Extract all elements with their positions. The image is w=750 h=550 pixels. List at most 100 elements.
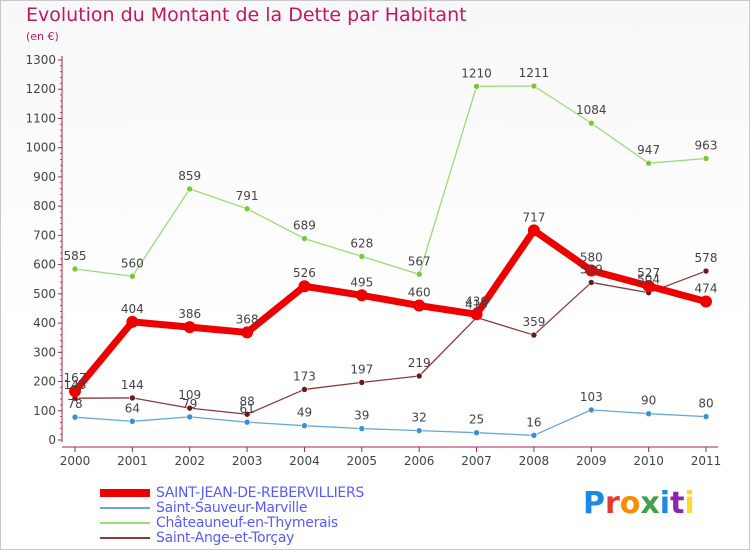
data-label: 474 [695, 281, 718, 295]
series-point [358, 379, 366, 386]
legend-item: SAINT-JEAN-DE-REBERVILLIERS [100, 485, 364, 501]
series-point [702, 155, 710, 162]
data-label: 585 [64, 249, 87, 263]
data-label: 539 [580, 262, 603, 276]
data-label: 64 [125, 401, 140, 415]
data-label: 78 [67, 397, 82, 411]
chart-data-labels: 78 64 79 61 49 39 32 25 16 103 90 80 585 560 859 791 689… [64, 66, 718, 429]
data-label: 560 [121, 256, 144, 270]
data-label: 79 [182, 397, 197, 411]
logo-letter: r [605, 486, 620, 521]
data-label: 1084 [576, 103, 607, 117]
series-point [183, 321, 196, 334]
series-point [301, 422, 308, 429]
data-label: 1210 [461, 66, 492, 80]
proxiti-logo: Proxiti [583, 486, 695, 521]
y-tick-label: 1000 [25, 141, 56, 155]
x-tick-label: 2010 [633, 454, 664, 468]
data-label: 61 [239, 402, 254, 416]
series-point [530, 82, 538, 90]
data-label: 791 [236, 189, 259, 203]
data-label: 167 [64, 371, 87, 385]
series-point [69, 385, 81, 398]
series-point [243, 418, 251, 426]
y-tick-label: 400 [33, 316, 56, 330]
series-point [71, 265, 79, 273]
legend-swatch [100, 537, 150, 539]
data-label: 460 [408, 286, 431, 300]
y-tick-label: 500 [33, 287, 56, 301]
x-tick-label: 2006 [404, 454, 435, 468]
series-point [587, 279, 595, 286]
series-point [186, 404, 194, 412]
data-label: 90 [641, 394, 656, 408]
data-label: 88 [239, 394, 254, 408]
data-label: 80 [698, 397, 713, 411]
x-tick-label: 2000 [60, 454, 91, 468]
series-line [71, 226, 710, 395]
chart-unit: (en €) [26, 30, 59, 43]
series-point [355, 289, 368, 302]
series-line [74, 85, 707, 277]
x-tick-label: 2004 [289, 454, 320, 468]
y-tick-label: 900 [33, 170, 56, 184]
data-label: 39 [354, 409, 369, 423]
x-tick-label: 2003 [232, 454, 263, 468]
data-label: 580 [580, 250, 603, 264]
legend-label: Saint-Ange-et-Torçay [156, 530, 295, 546]
series-point [473, 83, 480, 90]
logo-letter: x [640, 486, 660, 521]
series-point [243, 205, 251, 213]
series-point [470, 308, 483, 321]
data-label: 963 [695, 139, 718, 153]
series-point [129, 273, 136, 280]
series-point [700, 295, 712, 308]
legend-label: Saint-Sauveur-Marville [156, 500, 308, 516]
data-label: 143 [64, 378, 87, 392]
series-point [702, 267, 710, 275]
y-tick-label: 100 [33, 404, 56, 418]
y-tick-label: 0 [48, 433, 56, 447]
series-point [473, 429, 480, 436]
x-tick-label: 2009 [576, 454, 607, 468]
chart-lines [69, 82, 712, 439]
data-label: 689 [293, 219, 316, 233]
series-point [186, 413, 194, 421]
x-tick-label: 2001 [117, 454, 148, 468]
y-tick-label: 1300 [25, 53, 56, 67]
legend-swatch [100, 489, 150, 497]
series-point [530, 331, 538, 339]
legend-item: Saint-Sauveur-Marville [100, 500, 307, 516]
data-label: 173 [293, 369, 316, 383]
x-tick-label: 2005 [347, 454, 378, 468]
logo-letter: P [583, 486, 605, 521]
series-point [645, 159, 652, 167]
logo-letter: i [684, 486, 695, 521]
data-label: 103 [580, 390, 603, 404]
series-point [298, 280, 311, 293]
data-label: 495 [350, 275, 373, 289]
data-label: 1211 [519, 66, 550, 80]
series-point [243, 410, 251, 418]
series-point [301, 235, 308, 242]
series-point [527, 224, 540, 237]
series-point [413, 299, 426, 312]
series-line [74, 270, 707, 415]
legend-item: Saint-Ange-et-Torçay [100, 530, 294, 546]
series-point [530, 432, 538, 439]
y-tick-label: 1200 [25, 82, 56, 96]
x-tick-label: 2002 [174, 454, 205, 468]
data-label: 32 [412, 411, 427, 425]
series-point [702, 413, 710, 420]
legend-swatch [100, 507, 150, 509]
data-label: 567 [408, 254, 431, 268]
logo-letter: t [670, 486, 685, 521]
data-label: 504 [637, 273, 660, 287]
y-tick-label: 800 [33, 199, 56, 213]
logo-letter: o [619, 486, 641, 521]
legend-label: Châteauneuf-en-Thymerais [156, 515, 338, 531]
series-point [129, 417, 136, 425]
x-tick-label: 2011 [691, 454, 722, 468]
y-tick-label: 1100 [25, 111, 56, 125]
data-label: 404 [121, 302, 144, 316]
